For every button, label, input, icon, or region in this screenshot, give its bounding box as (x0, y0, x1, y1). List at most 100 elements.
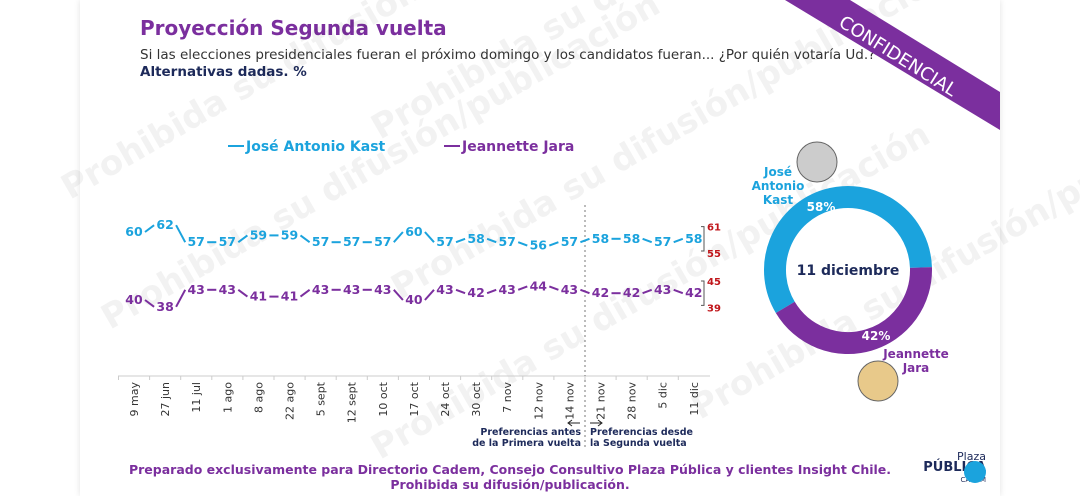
series-segment (642, 237, 653, 244)
arrows-icon (567, 419, 603, 427)
data-label: 60 (405, 224, 423, 239)
data-label: 43 (219, 282, 236, 297)
logo-icon (964, 461, 986, 483)
x-tick-label: 28 nov (626, 382, 639, 420)
x-tick-label: 12 nov (532, 382, 545, 420)
slide: Proyección Segunda vuelta Si las eleccio… (80, 0, 1000, 496)
data-label: 57 (436, 234, 453, 249)
data-label: 57 (654, 234, 671, 249)
series-segment (673, 288, 684, 295)
x-tick-label: 17 oct (408, 381, 421, 416)
series-segment (580, 237, 590, 244)
data-label: 41 (250, 289, 267, 304)
range-low-label: 39 (707, 303, 721, 314)
data-label: 40 (405, 292, 423, 307)
range-bar (701, 226, 705, 252)
series-segment (517, 241, 528, 247)
kast-name: Kast (763, 193, 794, 207)
range-high-label: 45 (707, 277, 721, 288)
series-segment (175, 289, 187, 308)
jara-name: Jeannette (882, 347, 949, 361)
x-tick-label: 10 oct (377, 381, 390, 416)
range-low-label: 55 (707, 249, 721, 260)
x-tick-label: 12 sept (346, 381, 359, 423)
annotation-before: de la Primera vuelta (472, 438, 581, 449)
series-segment (299, 234, 311, 244)
logo-top: Plaza (957, 450, 986, 463)
data-label: 57 (312, 234, 329, 249)
kast-name: José (763, 165, 792, 179)
footer-line1: Preparado exclusivamente para Directorio… (128, 462, 892, 477)
data-label: 40 (125, 292, 143, 307)
data-label: 42 (623, 285, 640, 300)
data-label: 58 (685, 231, 702, 246)
data-label: 43 (312, 282, 329, 297)
data-label: 43 (374, 282, 391, 297)
donut-slice-kast (764, 186, 932, 313)
series-segment (455, 288, 466, 295)
data-label: 57 (561, 234, 578, 249)
series-segment (673, 237, 684, 244)
series-segment (237, 288, 248, 298)
x-tick-label: 5 dic (657, 382, 670, 409)
donut-center-title: 11 diciembre (797, 263, 900, 279)
data-label: 43 (561, 282, 578, 297)
series-segment (299, 288, 311, 298)
data-label: 56 (530, 238, 548, 253)
donut-label-kast: 58% (807, 200, 836, 214)
range-high-label: 61 (707, 223, 721, 234)
x-tick-label: 21 nov (595, 382, 608, 420)
data-label: 59 (250, 227, 267, 242)
series-segment (548, 241, 559, 247)
x-tick-label: 5 sept (315, 381, 328, 416)
annotation-after: Preferencias desde (590, 427, 693, 438)
legend-label: Jeannette Jara (461, 139, 574, 155)
data-label: 43 (654, 282, 671, 297)
x-tick-label: 11 dic (688, 382, 701, 416)
series-segment (580, 288, 590, 295)
x-tick-label: 30 oct (470, 381, 483, 416)
data-label: 57 (374, 234, 391, 249)
series-segment (424, 231, 435, 243)
data-label: 43 (187, 282, 204, 297)
series-segment (393, 289, 404, 301)
jara-avatar (857, 360, 899, 402)
donut-label-jara: 42% (862, 329, 891, 343)
data-label: 58 (467, 231, 484, 246)
data-label: 43 (498, 282, 515, 297)
footer-line2: Prohibida su difusión/publicación. (390, 477, 630, 492)
series-segment (455, 237, 466, 244)
data-label: 60 (125, 224, 143, 239)
data-label: 43 (343, 282, 360, 297)
data-label: 58 (592, 231, 609, 246)
page-title: Proyección Segunda vuelta (140, 16, 447, 40)
data-label: 62 (156, 217, 173, 232)
x-tick-label: 8 ago (252, 382, 265, 413)
annotation-before: Preferencias antes (480, 427, 581, 438)
x-tick-label: 11 jul (190, 382, 203, 413)
data-label: 38 (156, 299, 173, 314)
data-label: 42 (592, 285, 609, 300)
legend-label: José Antonio Kast (245, 139, 386, 155)
series-segment (486, 288, 497, 295)
x-tick-label: 1 ago (221, 382, 234, 413)
series-segment (424, 289, 435, 301)
annotation-after: la Segunda vuelta (590, 438, 687, 449)
data-label: 58 (623, 231, 640, 246)
x-tick-label: 7 nov (501, 382, 514, 413)
x-tick-label: 9 may (128, 382, 141, 417)
series-segment (144, 299, 155, 308)
series-segment (548, 285, 559, 291)
series-segment (175, 224, 187, 243)
series-segment (393, 231, 404, 243)
x-tick-label: 24 oct (439, 381, 452, 416)
x-tick-label: 27 jun (159, 382, 172, 417)
series-segment (237, 234, 248, 244)
donut-slice-jara (775, 267, 932, 354)
jara-name: Jara (902, 361, 930, 375)
series-segment (517, 285, 528, 291)
data-label: 41 (281, 289, 298, 304)
data-label: 57 (343, 234, 360, 249)
data-label: 59 (281, 227, 298, 242)
